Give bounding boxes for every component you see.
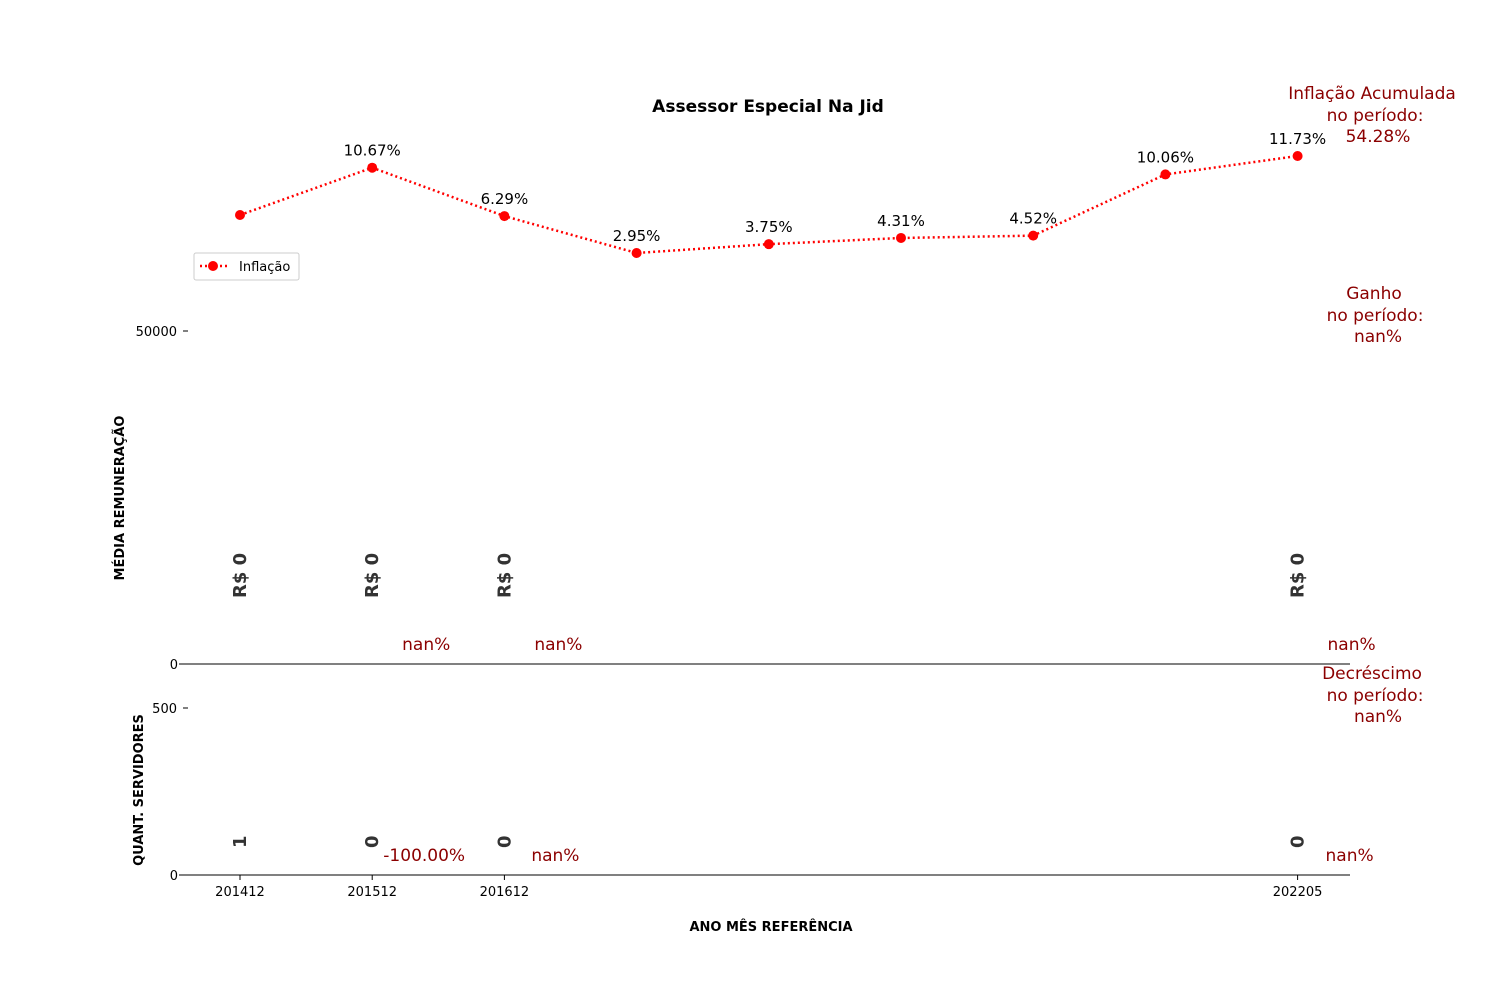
legend-box	[193, 252, 300, 281]
annotation-ganho-line-2: no período:	[1327, 306, 1424, 326]
x-tick-label-201612: 201612	[480, 885, 530, 900]
inflation-point	[1028, 230, 1039, 241]
servidores-value-label: 0	[362, 835, 383, 848]
annotation-inflacao-line-3: 54.28%	[1346, 127, 1411, 147]
annotation-decrescimo: Decréscimo no período: nan%	[1322, 664, 1423, 727]
chart-marks: 201412 201512 201612 202205 10.67% 6.29% 2.95%…	[215, 130, 1375, 900]
inflation-value-label: 11.73%	[1269, 130, 1326, 148]
inflation-point	[235, 210, 245, 220]
inflation-point	[763, 239, 774, 250]
y-axis-label-remuneracao: MÉDIA REMUNERAÇÃO	[112, 416, 128, 581]
annotation-inflacao-line-2: no período:	[1327, 106, 1424, 126]
legend: Inflação	[193, 252, 300, 281]
annotation-decrescimo-line-3: nan%	[1354, 707, 1402, 727]
servidores-value-label: 1	[230, 835, 251, 848]
inflation-value-label: 4.52%	[1009, 210, 1057, 228]
inflation-point	[499, 211, 510, 222]
annotation-inflacao-acumulada: Inflação Acumulada no período: 54.28%	[1288, 84, 1456, 147]
remuneracao-change-label: nan%	[1328, 635, 1376, 655]
y-tick-label-500: 500	[152, 702, 177, 717]
inflation-point	[631, 248, 642, 258]
inflation-value-label: 2.95%	[613, 227, 661, 245]
x-tick-label-201512: 201512	[347, 885, 397, 900]
inflation-point	[1292, 150, 1303, 161]
inflation-point	[896, 232, 906, 243]
legend-label-inflacao: Inflação	[239, 260, 290, 275]
remuneracao-value-label: R$ 0	[362, 553, 383, 598]
remuneracao-value-label: R$ 0	[494, 553, 515, 598]
remuneracao-change-label: nan%	[534, 635, 582, 655]
inflation-value-label: 6.29%	[481, 190, 529, 208]
annotation-inflacao-line-1: Inflação Acumulada	[1288, 84, 1456, 104]
annotation-decrescimo-line-2: no período:	[1327, 686, 1424, 706]
inflation-value-label: 3.75%	[745, 218, 793, 236]
inflation-value-label: 10.67%	[344, 142, 401, 160]
y-tick-label-0-lower: 0	[170, 869, 178, 884]
y-axis-label-servidores: QUANT. SERVIDORES	[132, 714, 147, 866]
x-tick-label-202205: 202205	[1273, 885, 1323, 900]
annotation-ganho-line-3: nan%	[1354, 327, 1402, 347]
inflation-point	[367, 162, 378, 173]
chart-title: Assessor Especial Na Jid	[652, 97, 884, 117]
servidores-change-label: -100.00%	[383, 846, 465, 866]
annotation-ganho-line-1: Ganho	[1346, 284, 1402, 304]
legend-marker	[208, 261, 218, 271]
y-tick-label-50000: 50000	[136, 325, 177, 340]
inflation-value-label: 4.31%	[877, 212, 925, 230]
remuneracao-value-label: R$ 0	[1288, 553, 1309, 598]
y-tick-label-0-upper: 0	[170, 658, 178, 673]
x-axis-label: ANO MÊS REFERÊNCIA	[689, 919, 852, 935]
inflation-value-label: 10.06%	[1137, 148, 1194, 166]
servidores-change-label: nan%	[531, 846, 579, 866]
servidores-value-label: 0	[494, 835, 515, 848]
inflation-line	[239, 154, 1298, 255]
servidores-value-label: 0	[1288, 835, 1309, 848]
x-tick-label-201412: 201412	[215, 885, 265, 900]
annotation-ganho: Ganho no período: nan%	[1327, 284, 1424, 347]
annotation-decrescimo-line-1: Decréscimo	[1322, 664, 1422, 684]
servidores-change-label: nan%	[1326, 846, 1374, 866]
inflation-point	[1160, 169, 1171, 180]
remuneracao-value-label: R$ 0	[230, 553, 251, 598]
remuneracao-change-label: nan%	[402, 635, 450, 655]
